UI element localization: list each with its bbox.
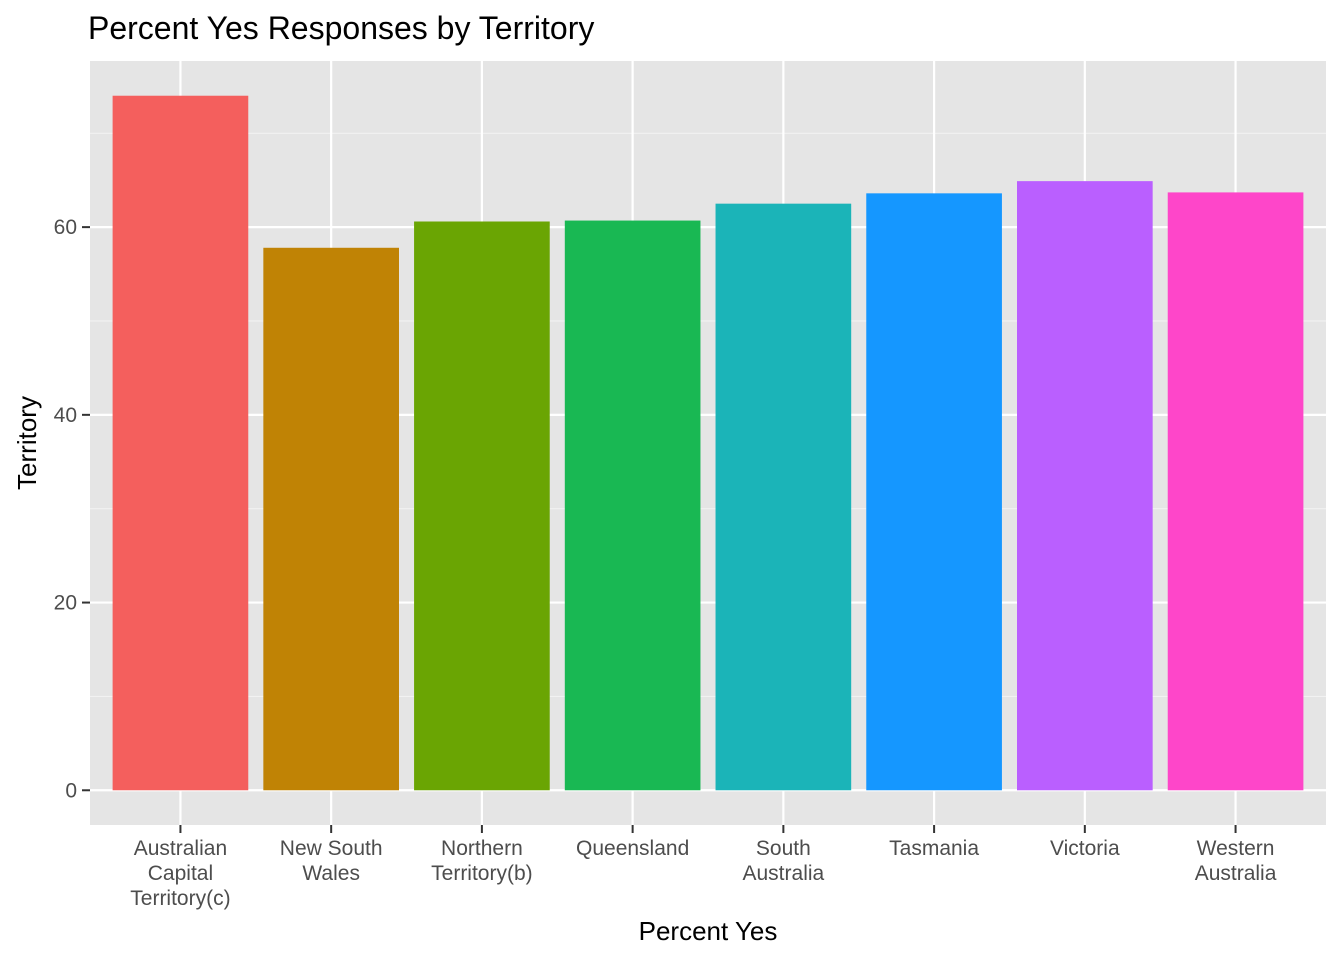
bar — [414, 221, 550, 791]
x-tick-label: Tasmania — [889, 837, 979, 860]
bar — [112, 95, 249, 791]
x-tick-label: South Australia — [743, 837, 825, 885]
x-tick-label: Northern Territory(b) — [431, 837, 533, 885]
chart-title: Percent Yes Responses by Territory — [88, 10, 594, 46]
y-tick-label: 40 — [54, 404, 77, 427]
bar — [1017, 181, 1153, 791]
x-tick-label: Victoria — [1050, 837, 1120, 860]
x-tick-label: Queensland — [576, 837, 689, 860]
y-axis: 0 20 40 60 — [54, 216, 90, 802]
y-tick-label: 20 — [54, 592, 77, 615]
x-tick-label: Western Australia — [1195, 837, 1277, 885]
x-axis: Australian Capital Territory(c) New South Wa… — [130, 825, 1277, 910]
y-tick-label: 0 — [65, 779, 77, 802]
y-axis-title: Territory — [12, 396, 42, 490]
x-tick-label: Australian Capital Territory(c) — [130, 837, 230, 910]
bar — [263, 247, 399, 791]
bar — [866, 193, 1002, 791]
bars — [112, 95, 1304, 791]
bar — [1167, 192, 1304, 791]
y-tick-label: 60 — [54, 216, 77, 239]
bar — [564, 220, 701, 791]
x-axis-title: Percent Yes — [639, 916, 778, 946]
x-tick-label: New South Wales — [280, 837, 383, 885]
bar — [715, 203, 852, 791]
